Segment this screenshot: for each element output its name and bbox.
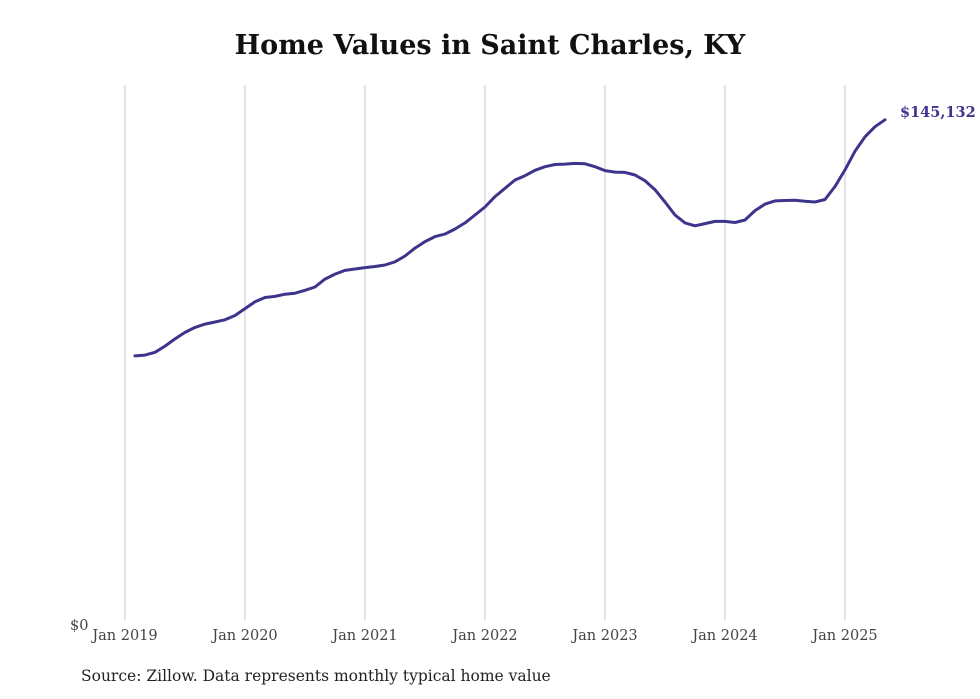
x-tick-label: Jan 2021 <box>330 628 397 644</box>
end-value-label: $145,132 <box>900 104 976 121</box>
gridlines <box>124 85 846 620</box>
series-line <box>133 118 887 358</box>
series-layer <box>133 118 887 358</box>
x-tick-label: Jan 2022 <box>450 628 517 644</box>
x-tick-label: Jan 2020 <box>210 628 277 644</box>
x-tick-label: Jan 2023 <box>570 628 637 644</box>
labels: Jan 2019 Jan 2020 Jan 2021 Jan 2022 Jan 2023… <box>70 104 976 644</box>
x-tick-label: Jan 2019 <box>90 628 157 644</box>
chart-title: Home Values in Saint Charles, KY <box>234 30 746 61</box>
x-tick-label: Jan 2024 <box>690 628 757 644</box>
y-tick-label: $0 <box>70 618 88 634</box>
source-note: Source: Zillow. Data represents monthly … <box>81 667 551 685</box>
x-tick-label: Jan 2025 <box>810 628 877 644</box>
